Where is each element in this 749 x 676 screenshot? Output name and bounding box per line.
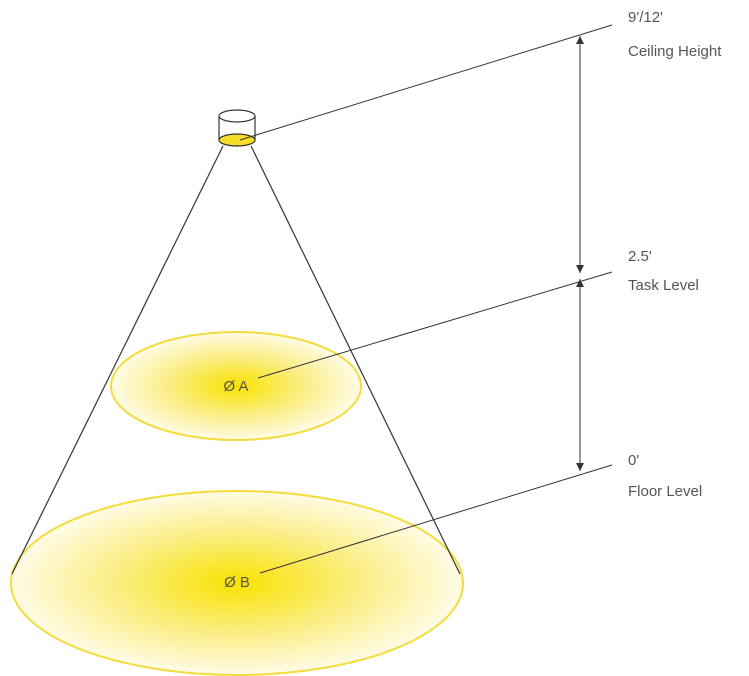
fixture <box>218 109 256 147</box>
level-label: Task Level <box>628 277 699 294</box>
cone-edge <box>11 145 224 575</box>
spot-label: Ø A <box>223 378 248 395</box>
leader-line <box>257 271 613 379</box>
leader-line <box>259 464 613 574</box>
spot-label: Ø B <box>224 574 250 591</box>
task-spot <box>110 331 362 441</box>
leader-line <box>239 24 613 141</box>
level-label: Floor Level <box>628 483 702 500</box>
cone-edge <box>250 145 461 575</box>
level-height: 9'/12' <box>628 9 663 26</box>
level-label: Ceiling Height <box>628 43 722 60</box>
level-height: 0' <box>628 452 639 469</box>
floor-spot <box>10 490 464 676</box>
level-height: 2.5' <box>628 248 652 265</box>
